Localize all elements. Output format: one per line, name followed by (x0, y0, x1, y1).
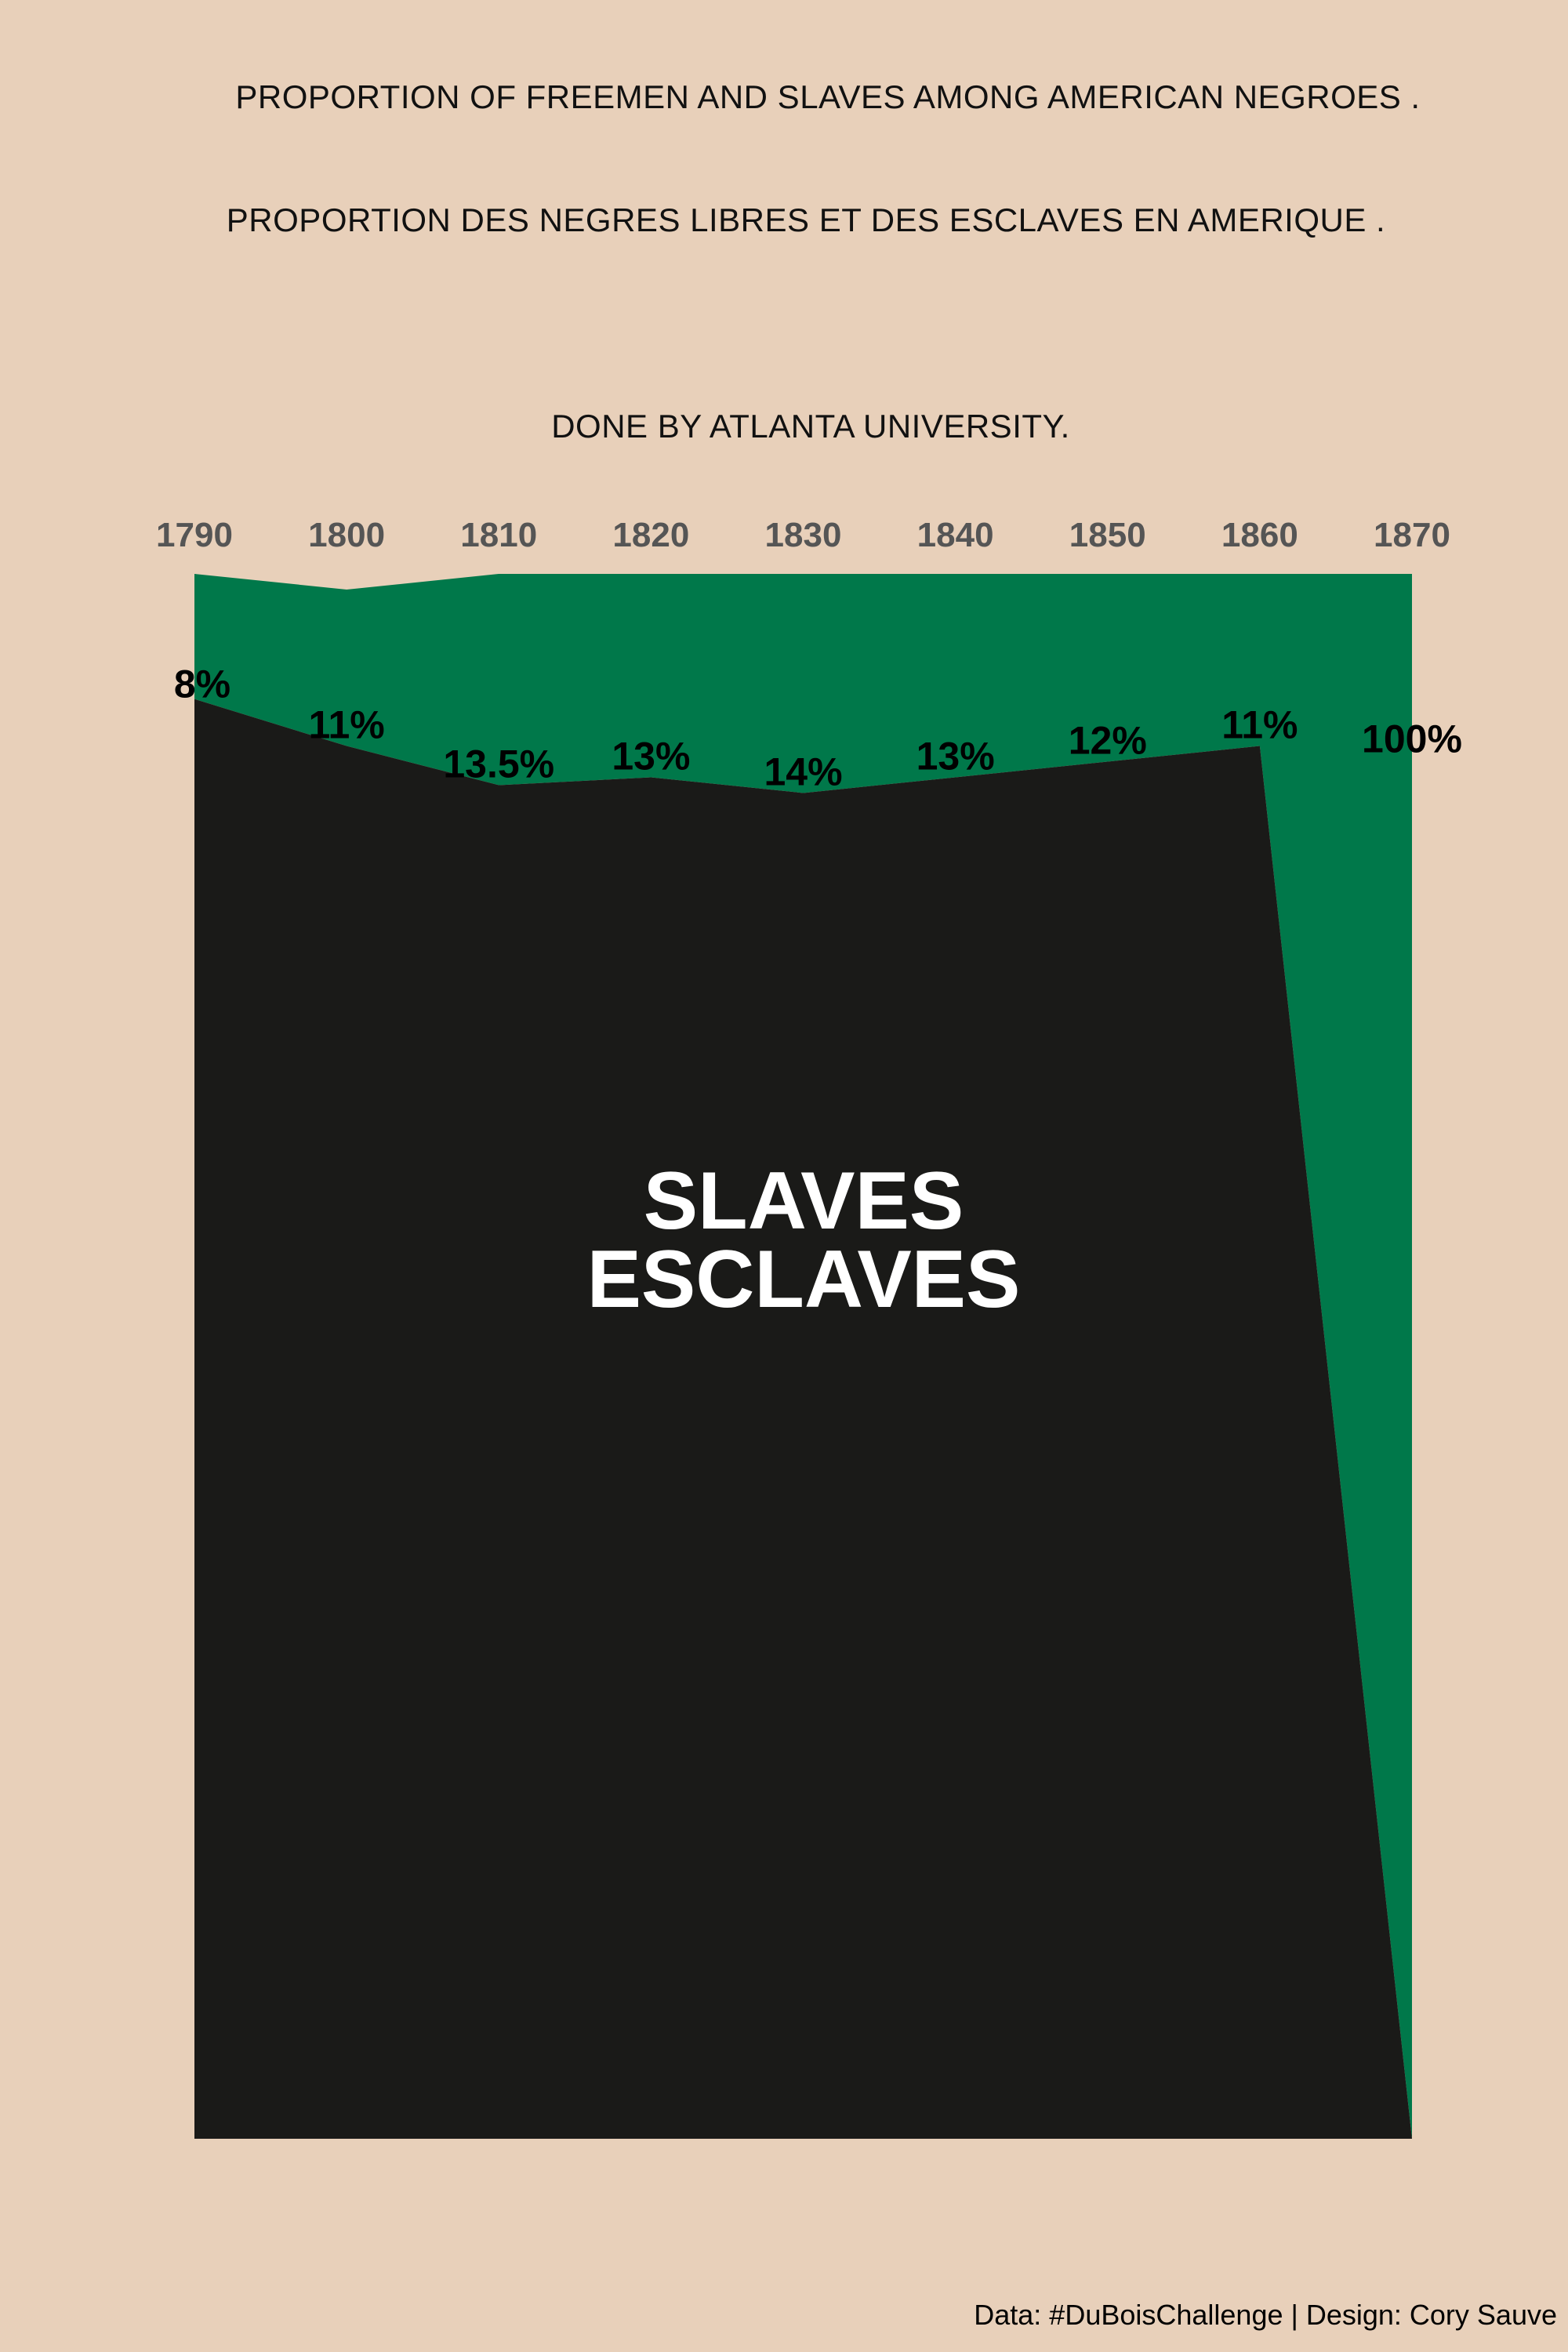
chart-title-fr: PROPORTION DES NEGRES LIBRES ET DES ESCL… (226, 201, 1386, 238)
free-area (194, 574, 1412, 2139)
x-tick-label: 1850 (1069, 516, 1146, 554)
x-tick-label: 1840 (917, 516, 994, 554)
slaves-area-label: ESCLAVES (587, 1234, 1021, 1325)
data-label: 11% (308, 703, 384, 747)
chart-title-en: PROPORTION OF FREEMEN AND SLAVES AMONG A… (235, 78, 1421, 115)
x-tick-label: 1870 (1374, 516, 1450, 554)
data-label: 8% (174, 662, 230, 706)
data-label: 12% (1069, 719, 1147, 763)
x-tick-label: 1790 (156, 516, 233, 554)
data-labels: 8% 11% 13.5% 13% 14% 13% 12% 11% 100% (174, 662, 1462, 794)
slaves-area (194, 699, 1412, 2140)
x-tick-label: 1860 (1221, 516, 1298, 554)
area-layer (194, 574, 1412, 2140)
data-label: 13.5% (443, 742, 554, 786)
chart-credit: DONE BY ATLANTA UNIVERSITY. (551, 408, 1070, 445)
data-label: 14% (764, 750, 842, 793)
x-axis-ticks: 1790 1800 1810 1820 1830 1840 1850 1860 1870 (156, 516, 1450, 554)
x-tick-label: 1830 (765, 516, 842, 554)
data-label: 13% (612, 734, 690, 778)
x-tick-label: 1810 (460, 516, 537, 554)
data-label: 100% (1362, 717, 1462, 761)
x-tick-label: 1800 (308, 516, 385, 554)
data-label: 11% (1221, 703, 1298, 747)
footer-credit: Data: #DuBoisChallenge | Design: Cory Sa… (974, 2299, 1557, 2331)
slaves-area-label: SLAVES (644, 1156, 964, 1247)
x-tick-label: 1820 (612, 516, 689, 554)
data-label: 13% (916, 734, 995, 778)
